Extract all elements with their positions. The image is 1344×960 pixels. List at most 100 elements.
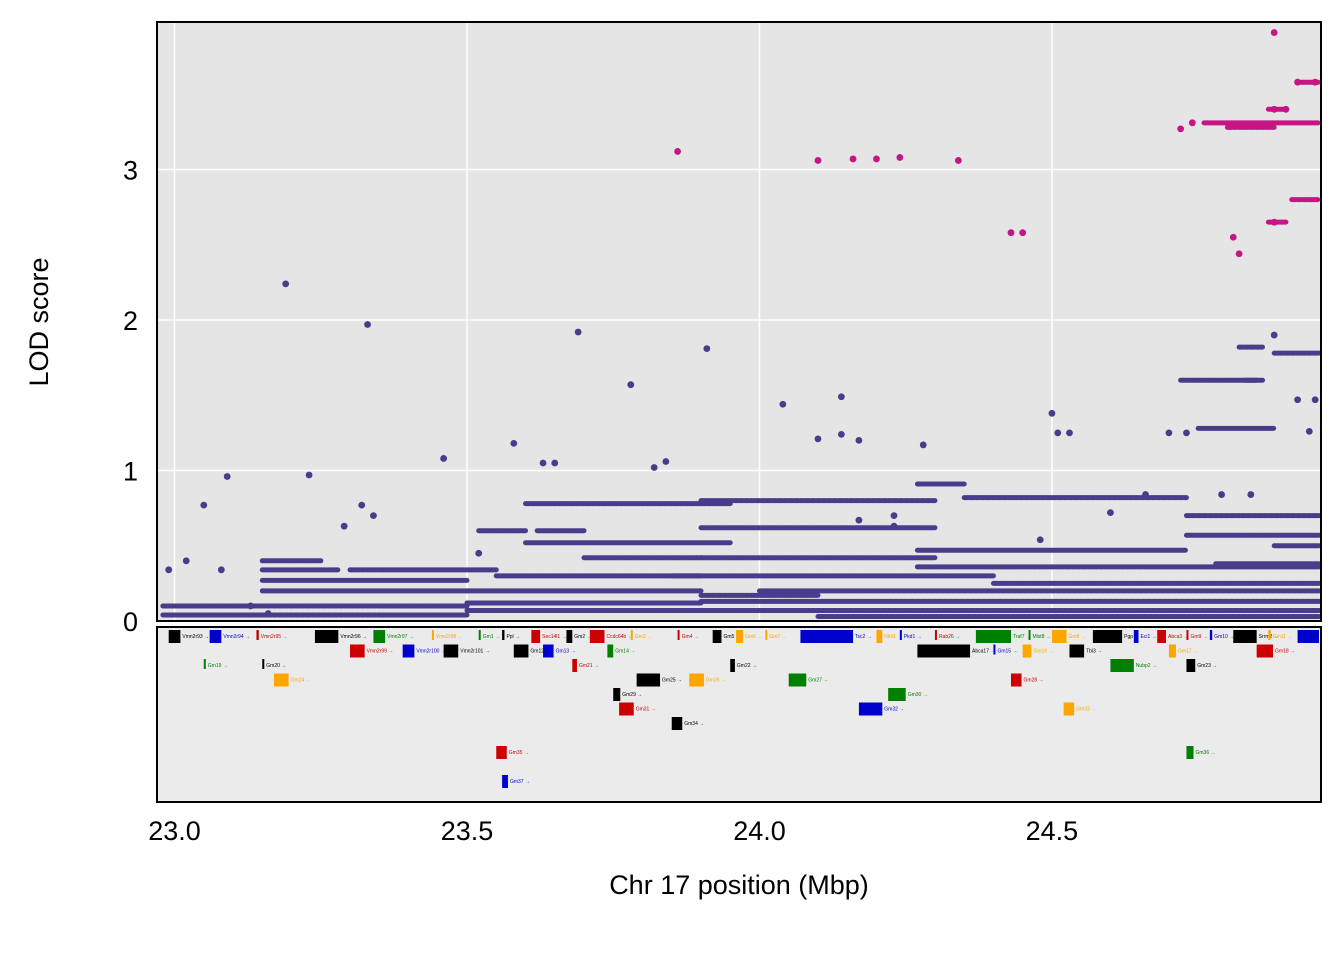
gene-label: Tsc2 → <box>855 634 872 640</box>
gene-label: Pgp → <box>1124 634 1139 640</box>
lod-segments <box>160 79 1322 619</box>
gene-body <box>262 659 265 669</box>
gene-label: Gm36 → <box>1195 750 1215 756</box>
gene-body <box>1028 630 1031 640</box>
gene-body <box>209 630 222 643</box>
gene-label: Vmn2r95 → <box>261 634 288 640</box>
gene-body <box>1051 630 1067 643</box>
gene-body <box>402 644 415 658</box>
gene-label: Gm18 → <box>1275 649 1295 655</box>
gene-label: Gm20 → <box>266 663 286 669</box>
gene-body <box>1186 746 1194 759</box>
y-tick-labels: 0 1 2 3 <box>123 155 138 637</box>
gene-label: Gm21 → <box>579 663 599 669</box>
gene-label: Gm8 → <box>1069 634 1086 640</box>
gene-body <box>607 644 614 658</box>
lod-point <box>1270 29 1278 36</box>
gene-body <box>975 630 1011 643</box>
gene-label: Abca3 → <box>1168 634 1189 640</box>
gene-label: Gm32 → <box>884 707 904 713</box>
gene-body <box>876 630 883 643</box>
gene-label: Gm30 → <box>908 692 928 698</box>
lod-point <box>1183 429 1190 437</box>
gene-body <box>765 630 768 640</box>
lod-point <box>703 345 711 352</box>
gene-body <box>273 673 289 687</box>
lod-point <box>674 148 681 155</box>
gene-body <box>502 630 505 640</box>
lod-point <box>837 393 845 401</box>
lod-point <box>1282 105 1290 113</box>
lod-point <box>662 458 670 465</box>
lod-point <box>855 436 863 444</box>
gene-label: Vmn2r98 → <box>436 634 463 640</box>
gene-body <box>800 630 854 643</box>
gene-label: Vmn2r96 → <box>340 634 367 640</box>
y-tick-label: 1 <box>123 456 138 486</box>
lod-point <box>223 473 231 480</box>
lod-point <box>890 512 898 520</box>
lod-point <box>1066 429 1073 437</box>
gene-body <box>736 630 744 643</box>
lod-point <box>305 471 313 479</box>
gene-label: Pkd1 → <box>904 634 922 640</box>
lod-point <box>539 459 547 467</box>
gene-body <box>1209 630 1213 640</box>
gene-body <box>1256 644 1274 658</box>
gene-label: Gm29 → <box>622 692 642 698</box>
gene-body <box>1063 702 1075 716</box>
gene-body <box>566 630 573 643</box>
gene-label: Abca17 → <box>972 649 995 655</box>
gene-body <box>543 644 554 658</box>
gene-body <box>630 630 633 640</box>
gene-body <box>478 630 481 640</box>
gene-label: Gm7 → <box>769 634 786 640</box>
gene-body <box>671 717 683 730</box>
lod-point <box>1054 429 1062 437</box>
gene-body <box>589 630 605 643</box>
x-tick-label: 23.5 <box>441 816 494 846</box>
gene-body <box>788 673 807 687</box>
lod-point <box>165 566 173 574</box>
x-axis-title: Chr 17 position (Mbp) <box>609 870 869 900</box>
gene-body <box>1268 630 1271 640</box>
lod-points <box>165 29 1319 617</box>
gene-label: Vmn2r101 → <box>460 649 489 655</box>
gene-label: Sec14l1 → <box>542 634 566 640</box>
lod-point <box>1270 105 1278 113</box>
gene-body <box>502 775 508 788</box>
gene-body <box>443 644 459 658</box>
gene-label: Tbl3 → <box>1086 649 1102 655</box>
gene-panel <box>156 626 1322 803</box>
gene-body <box>899 630 902 640</box>
gene-label: Vmn2r97 → <box>387 634 414 640</box>
gene-label: Gm3 → <box>635 634 652 640</box>
lod-point <box>814 157 822 164</box>
lod-point <box>1229 233 1237 241</box>
gene-body <box>1168 644 1176 658</box>
lod-panel-border <box>156 21 1322 622</box>
gene-label: Vmn2r93 → <box>182 634 209 640</box>
gene-label: Gm33 → <box>1076 707 1096 713</box>
gene-label: Gm23 → <box>1197 663 1217 669</box>
gene-label: Gm34 → <box>684 721 704 727</box>
gene-body <box>256 630 259 640</box>
lod-point <box>1235 250 1243 258</box>
lod-point <box>954 157 962 164</box>
lod-point <box>1036 536 1044 544</box>
lod-point <box>364 321 371 328</box>
gene-body <box>730 659 735 672</box>
gene-label: Gm5 → <box>723 634 740 640</box>
lod-point <box>1218 491 1225 498</box>
gene-label: Gm4 → <box>682 634 699 640</box>
gene-body <box>1022 644 1032 658</box>
gene-body <box>513 644 529 658</box>
x-tick-label: 24.5 <box>1026 816 1079 846</box>
lod-point <box>217 566 225 574</box>
lod-point <box>779 400 787 408</box>
lod-point <box>1019 229 1027 237</box>
lod-point <box>247 602 254 610</box>
lod-point <box>1007 229 1015 237</box>
lod-point <box>1311 78 1319 86</box>
